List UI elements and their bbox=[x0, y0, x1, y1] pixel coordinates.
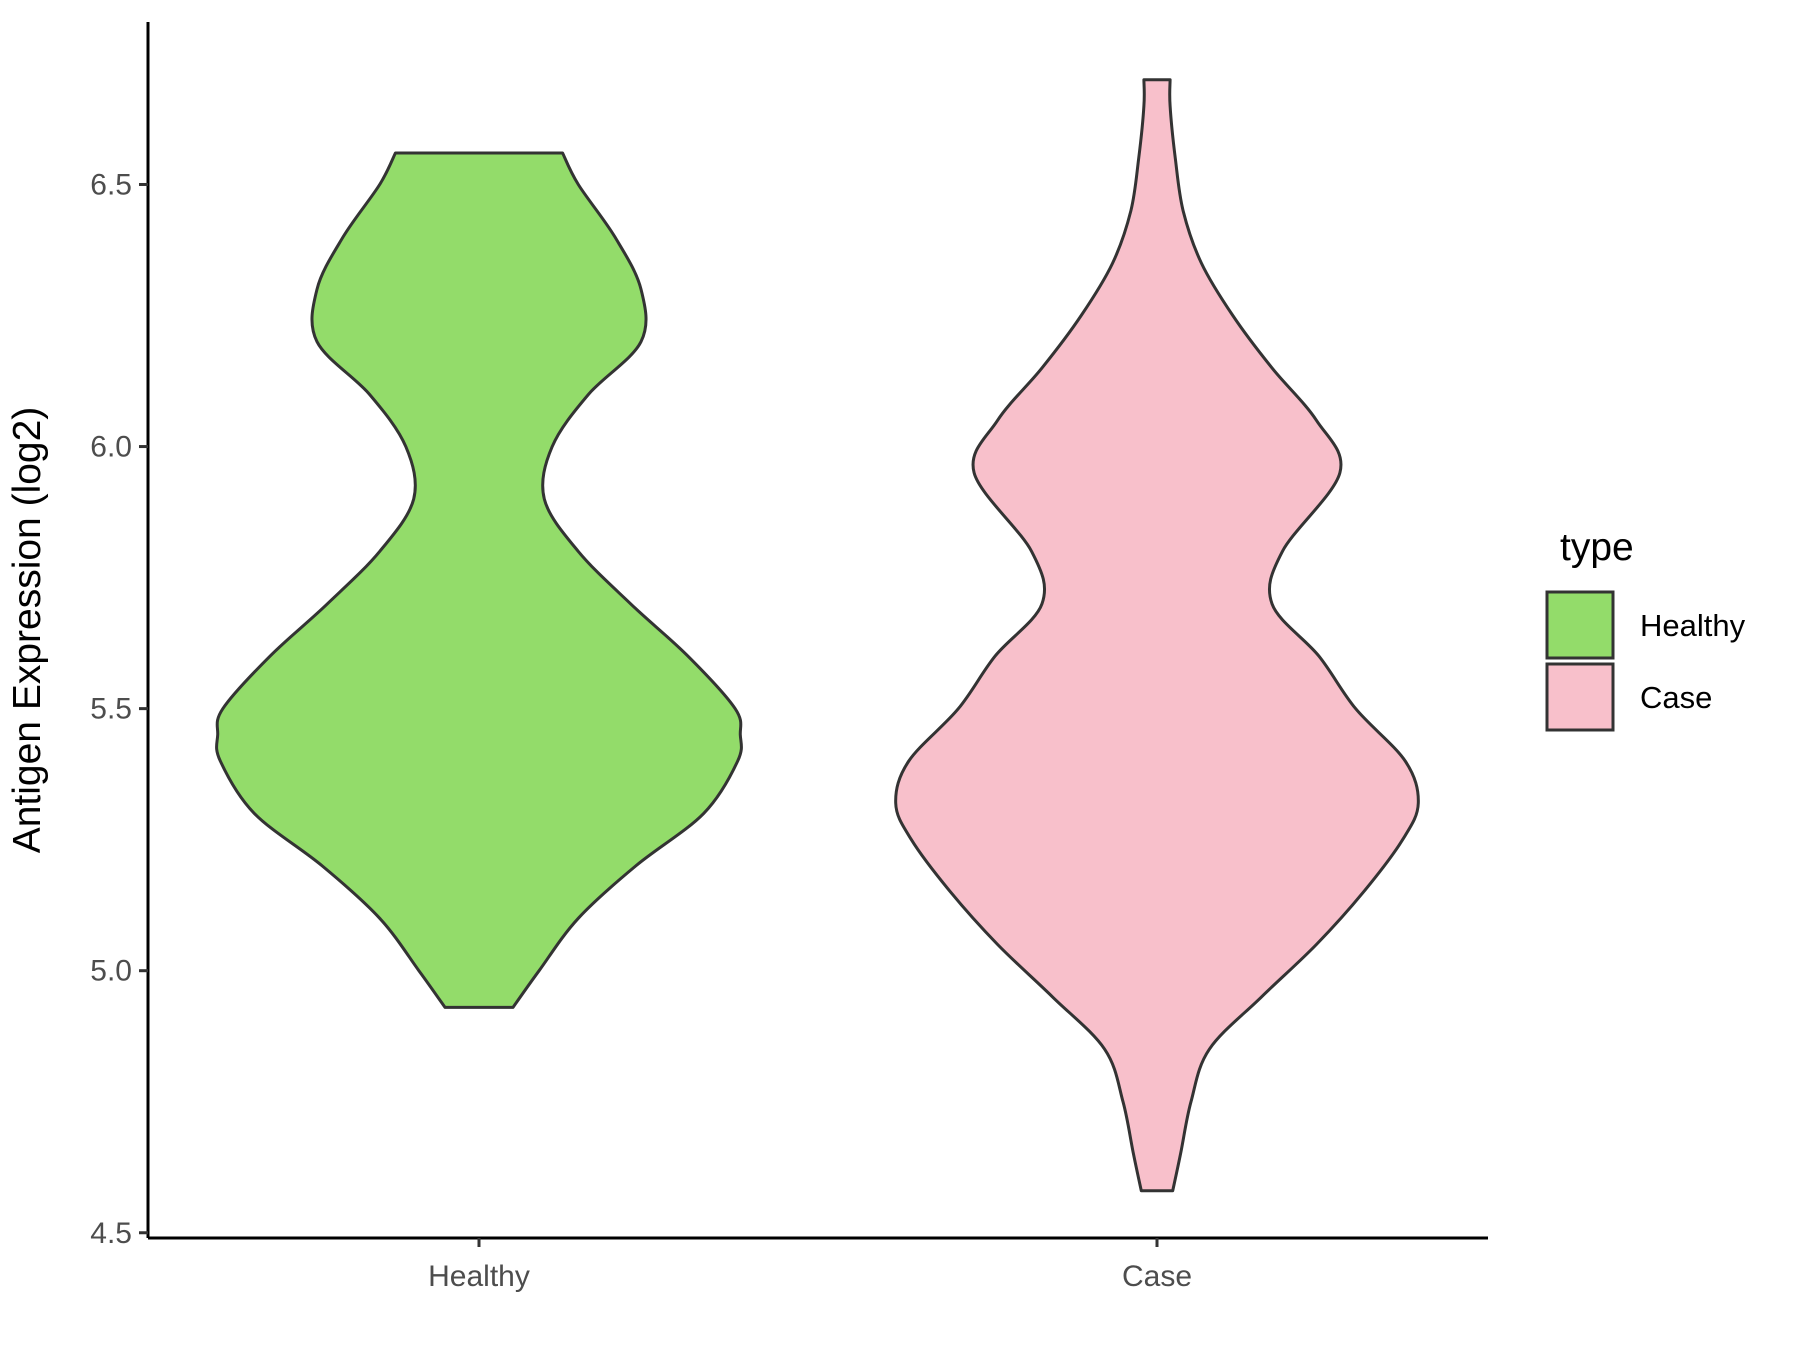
legend-entries: Healthy Case bbox=[1545, 590, 1746, 732]
y-tick-label: 6.5 bbox=[90, 168, 132, 201]
legend-label-healthy: Healthy bbox=[1640, 608, 1746, 643]
violin-layer bbox=[215, 78, 1420, 1193]
x-axis-ticks: Healthy Case bbox=[428, 1238, 1192, 1293]
violin-healthy bbox=[215, 151, 743, 1009]
x-tick-label: Healthy bbox=[428, 1260, 530, 1293]
y-tick-label: 5.5 bbox=[90, 693, 132, 726]
legend: type Healthy Case bbox=[1545, 526, 1746, 732]
legend-title: type bbox=[1560, 526, 1634, 569]
y-tick-label: 4.5 bbox=[90, 1217, 132, 1250]
violin-case bbox=[894, 78, 1420, 1193]
y-tick-label: 6.0 bbox=[90, 431, 132, 464]
x-tick-label: Case bbox=[1122, 1260, 1192, 1293]
y-tick-label: 5.0 bbox=[90, 955, 132, 988]
y-axis-title: Antigen Expression (log2) bbox=[6, 407, 49, 854]
legend-label-case: Case bbox=[1640, 680, 1712, 715]
legend-key-healthy bbox=[1545, 590, 1615, 660]
legend-key-case bbox=[1545, 662, 1615, 732]
y-axis-ticks: 4.5 5.0 5.5 6.0 6.5 bbox=[90, 168, 148, 1250]
